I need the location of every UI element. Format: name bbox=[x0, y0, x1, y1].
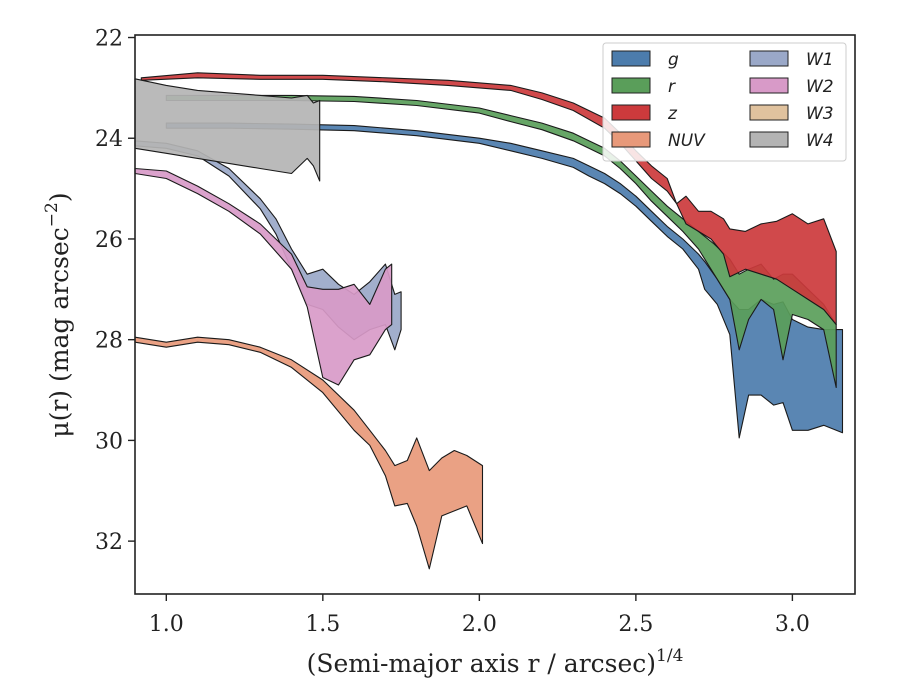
legend-label-r: r bbox=[668, 77, 676, 97]
legend-swatch-r bbox=[611, 77, 651, 94]
x-axis-label-exponent: 1/4 bbox=[656, 646, 683, 666]
y-tick-label: 26 bbox=[95, 228, 123, 253]
x-tick-label: 1.5 bbox=[305, 612, 340, 637]
y-tick-label: 32 bbox=[95, 530, 123, 555]
plot-frame bbox=[134, 34, 856, 595]
band-nuv bbox=[134, 336, 484, 570]
legend-label-w2: W2 bbox=[806, 77, 834, 97]
legend-swatch-w1 bbox=[749, 50, 789, 67]
legend-swatch-nuv bbox=[611, 131, 651, 148]
legend-label-w4: W4 bbox=[806, 131, 834, 151]
y-axis-label-exponent: −2 bbox=[42, 202, 62, 227]
legend-label-g: g bbox=[668, 50, 679, 70]
legend-label-w1: W1 bbox=[806, 50, 834, 70]
legend-label-z: z bbox=[667, 104, 678, 124]
y-axis-label-close: ) bbox=[45, 192, 74, 202]
legend-label-w3: W3 bbox=[806, 104, 834, 124]
x-tick-label: 3.0 bbox=[775, 612, 810, 637]
y-tick-label: 24 bbox=[95, 127, 123, 152]
legend-label-nuv: NUV bbox=[668, 131, 706, 151]
x-axis-label: (Semi-major axis r / arcsec)1/4 bbox=[307, 646, 684, 678]
band-w2 bbox=[134, 167, 393, 386]
legend-swatch-w3 bbox=[749, 104, 789, 121]
y-tick-label: 22 bbox=[95, 27, 123, 52]
series-bands bbox=[134, 72, 844, 570]
legend-swatch-w2 bbox=[749, 77, 789, 94]
legend-swatch-w4 bbox=[749, 131, 789, 148]
y-axis: 22 24 26 28 30 32 bbox=[95, 27, 135, 555]
x-axis-label-text: (Semi-major axis r / arcsec) bbox=[307, 649, 656, 678]
x-tick-label: 2.0 bbox=[462, 612, 497, 637]
band-w4 bbox=[134, 78, 321, 182]
x-axis: 1.0 1.5 2.0 2.5 3.0 bbox=[149, 594, 810, 637]
legend-swatch-z bbox=[611, 104, 651, 121]
legend: grz NUV W1 W2 W3 W4 bbox=[602, 42, 847, 162]
band-g bbox=[165, 122, 844, 439]
band-r bbox=[165, 94, 837, 389]
y-axis-label: μ(r) (mag arcsec−2) bbox=[42, 192, 74, 437]
y-tick-label: 28 bbox=[95, 329, 123, 354]
x-tick-label: 2.5 bbox=[618, 612, 653, 637]
y-tick-label: 30 bbox=[95, 429, 123, 454]
y-axis-label-text: μ(r) (mag arcsec bbox=[45, 227, 74, 437]
x-tick-label: 1.0 bbox=[149, 612, 184, 637]
legend-swatch-g bbox=[611, 50, 651, 67]
